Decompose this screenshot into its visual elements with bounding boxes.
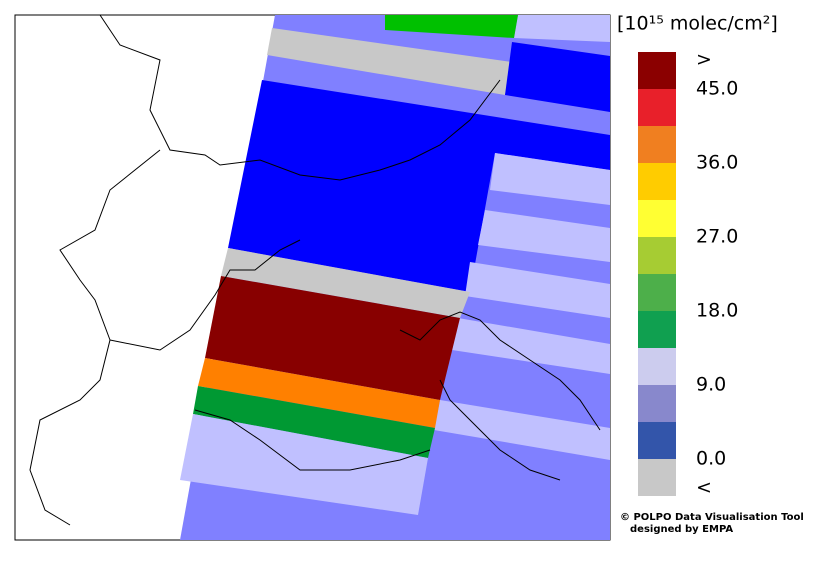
colorbar-label: 27.0 — [696, 226, 738, 248]
swath — [198, 358, 440, 428]
credit: © POLPO Data Visualisation Tool — [620, 512, 804, 523]
map — [14, 14, 611, 541]
swath — [193, 386, 435, 458]
swath — [385, 15, 518, 38]
colorbar: >45.0 36.0 27.0 18.0 9.0 0.0 < — [638, 49, 738, 499]
coastline — [399, 311, 601, 431]
swath — [228, 80, 610, 292]
colorbar-swatch — [638, 237, 676, 274]
colorbar-swatch — [638, 385, 676, 422]
colorbar-swatch — [638, 200, 676, 237]
unit-label: [10¹⁵ molec/cm²] — [617, 13, 778, 35]
colorbar-swatch — [638, 89, 676, 126]
swath — [205, 276, 460, 400]
colorbar-swatch — [638, 422, 676, 459]
colorbar-label: > — [696, 49, 712, 71]
swath — [434, 400, 610, 460]
border — [99, 14, 501, 181]
swath — [505, 42, 610, 112]
colorbar-label: 45.0 — [696, 78, 738, 100]
colorbar-swatch — [638, 459, 676, 496]
swath — [514, 15, 610, 42]
colorbar-label: 0.0 — [696, 448, 726, 470]
colorbar-label: 18.0 — [696, 300, 738, 322]
colorbar-label: 36.0 — [696, 152, 738, 174]
swath — [490, 153, 610, 205]
coastline — [439, 379, 561, 481]
colorbar-swatch — [638, 52, 676, 89]
colorbar-label: < — [696, 477, 712, 499]
colorbar-swatch — [638, 311, 676, 348]
colorbar-swatch — [638, 163, 676, 200]
colorbar-swatch — [638, 126, 676, 163]
border — [109, 239, 301, 351]
credit: designed by EMPA — [630, 524, 733, 535]
swath — [465, 262, 610, 318]
colorbar-swatch — [638, 274, 676, 311]
colorbar-swatch — [638, 348, 676, 385]
swath — [221, 248, 470, 318]
colorbar-label: 9.0 — [696, 374, 726, 396]
swath — [478, 210, 610, 262]
coastline — [194, 409, 431, 471]
swath — [180, 414, 428, 515]
swath — [267, 28, 512, 95]
